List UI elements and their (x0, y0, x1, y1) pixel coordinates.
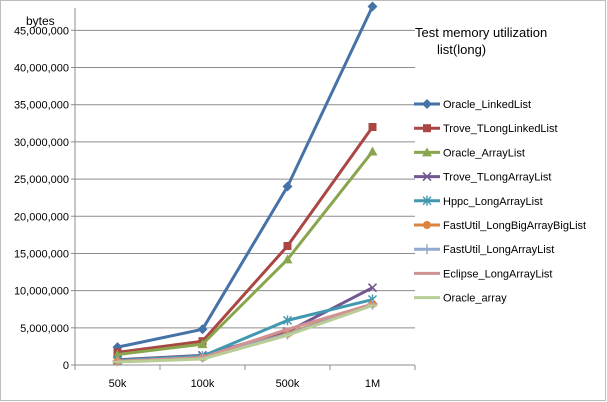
legend-item[interactable]: Trove_TLongArrayList (414, 172, 551, 184)
legend-label: FastUtil_LongArrayList (443, 244, 554, 256)
y-tick-label: 15,000,000 (14, 248, 69, 260)
data-point-star (283, 315, 292, 326)
chart-title-line: Test memory utilization (415, 25, 547, 40)
legend-label: Trove_TLongLinkedList (443, 123, 558, 135)
legend-item[interactable]: FastUtil_LongArrayList (414, 244, 554, 256)
y-tick-label: 30,000,000 (14, 137, 69, 149)
chart-title-line: list(long) (437, 42, 486, 57)
legend-item[interactable]: FastUtil_LongBigArrayBigList (414, 220, 586, 232)
legend-label: Eclipse_LongArrayList (443, 268, 552, 280)
series-line (117, 150, 374, 357)
y-tick-label: 0 (63, 360, 69, 372)
x-tick-label: 50k (109, 378, 127, 390)
y-tick-label: 35,000,000 (14, 100, 69, 112)
legend-label: Trove_TLongArrayList (443, 172, 551, 184)
data-point-plus (422, 244, 432, 255)
x-tick-label: 500k (276, 378, 300, 390)
data-point-star (422, 195, 432, 206)
data-point-triangle (367, 146, 378, 156)
series-line (117, 126, 374, 354)
y-tick-label: 5,000,000 (20, 323, 69, 335)
legend-item[interactable]: Oracle_ArrayList (414, 147, 525, 159)
legend-label: Oracle_ArrayList (443, 147, 525, 159)
legend[interactable]: Oracle_LinkedList Trove_TLongLinkedList Or… (414, 99, 586, 305)
y-tick-label: 40,000,000 (14, 63, 69, 75)
series-0 (112, 1, 378, 353)
legend-item[interactable]: Eclipse_LongArrayList (414, 268, 552, 280)
legend-label: Oracle_array (443, 293, 507, 305)
chart-title: Test memory utilization list(long) (415, 25, 547, 57)
data-point-diamond (367, 1, 378, 12)
data-point-diamond (282, 181, 293, 192)
y-tick-label: 20,000,000 (14, 211, 69, 223)
data-point-diamond (197, 324, 208, 335)
y-tick-labels: 0 5,000,000 10,000,000 15,000,000 20,000,000… (14, 25, 69, 372)
legend-item[interactable]: Oracle_array (414, 293, 507, 305)
legend-item[interactable]: Hppc_LongArrayList (414, 195, 543, 208)
legend-label: Oracle_LinkedList (443, 99, 531, 111)
y-tick-label: 10,000,000 (14, 286, 69, 298)
y-axis-title: bytes (26, 14, 55, 28)
legend-label: Hppc_LongArrayList (443, 196, 543, 208)
x-tick-labels: 50k 100k 500k 1M (109, 378, 381, 390)
data-point-triangle (197, 339, 208, 349)
data-point-circle (423, 221, 431, 229)
y-tick-label: 25,000,000 (14, 174, 69, 186)
x-tick-label: 1M (365, 378, 380, 390)
series-line (117, 5, 374, 349)
data-point-square (283, 242, 292, 250)
data-point-square (368, 123, 377, 131)
gridlines (75, 29, 415, 329)
data-point-x (422, 172, 432, 182)
legend-item[interactable]: Trove_TLongLinkedList (414, 123, 558, 135)
series-group (112, 1, 378, 367)
legend-label: FastUtil_LongBigArrayBigList (443, 220, 586, 232)
legend-item[interactable]: Oracle_LinkedList (414, 99, 531, 111)
y-tick-label: 45,000,000 (14, 25, 69, 37)
series-line (117, 304, 373, 364)
data-point-diamond (422, 99, 432, 109)
data-point-triangle (422, 147, 432, 157)
axes (71, 8, 416, 370)
data-point-square (423, 124, 431, 133)
series-8 (112, 304, 378, 364)
x-tick-label: 100k (191, 378, 215, 390)
data-point-x (367, 283, 378, 293)
data-point-triangle (282, 254, 293, 264)
